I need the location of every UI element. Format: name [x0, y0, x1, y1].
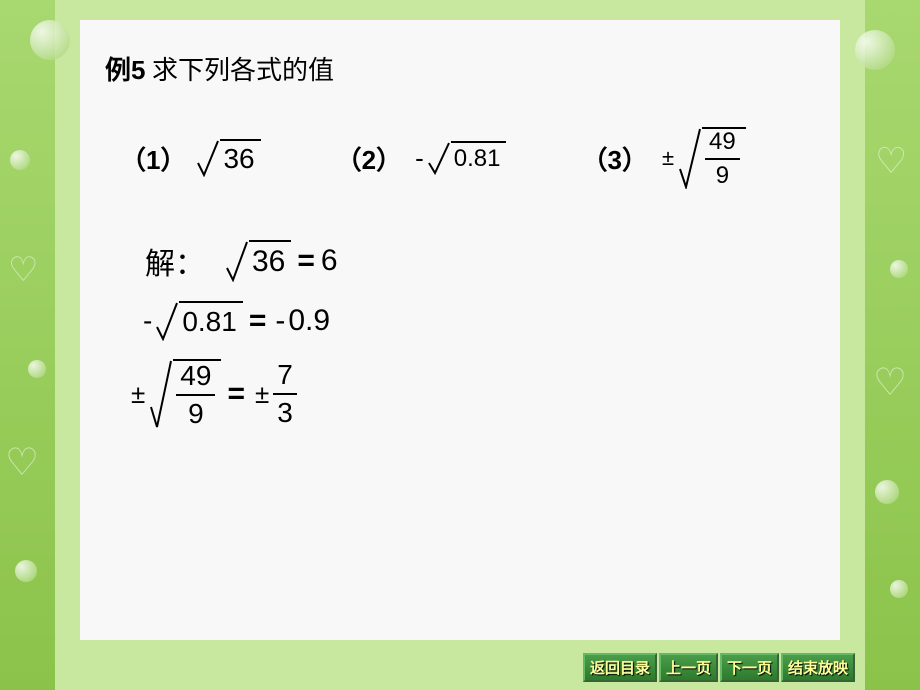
minus-sign: -	[143, 305, 152, 337]
plusminus-sign: ±	[662, 145, 674, 171]
frac-numerator: 49	[176, 360, 215, 392]
bubble-deco	[855, 30, 895, 70]
frac-numerator: 49	[705, 128, 740, 156]
solutions-block: 解： 36 = 6 - 0.81 =	[145, 239, 820, 429]
frac-bar	[705, 158, 740, 160]
frac-bar	[176, 394, 215, 396]
result-value: 0.9	[288, 304, 330, 338]
frac-denominator: 3	[273, 397, 297, 429]
return-toc-button[interactable]: 返回目录	[583, 653, 657, 682]
problem-2: （2） - 0.81	[336, 140, 507, 177]
solution-label: 解：	[145, 239, 205, 283]
heart-deco: ♡	[8, 250, 38, 290]
sqrt-icon	[225, 240, 249, 282]
frac-bar	[273, 393, 297, 395]
problem-number: （3）	[581, 140, 647, 177]
radicand: 36	[220, 139, 260, 177]
border-left: ♡ ♡	[0, 0, 55, 690]
bubble-deco	[875, 480, 899, 504]
plusminus-sign: ±	[131, 379, 145, 410]
heart-deco: ♡	[5, 440, 39, 485]
equals-sign: =	[249, 304, 267, 338]
content-area: 例5 求下列各式的值 （1） 36 （2） -	[80, 20, 840, 640]
radicand: 0.81	[179, 301, 243, 341]
border-right: ♡ ♡	[865, 0, 920, 690]
heart-deco: ♡	[873, 360, 907, 405]
equals-sign: =	[227, 377, 245, 411]
problem-number: （1）	[120, 140, 186, 177]
problems-row: （1） 36 （2） - 0.81 （3	[120, 127, 820, 189]
frac-denominator: 9	[712, 162, 733, 190]
sqrt-icon	[155, 301, 179, 341]
equals-sign: =	[297, 244, 315, 278]
solution-line-1: 解： 36 = 6	[145, 239, 820, 283]
problem-1: （1） 36	[120, 139, 261, 177]
fraction: 7 3	[273, 359, 297, 429]
bubble-deco	[30, 20, 70, 60]
minus-sign: -	[275, 304, 285, 338]
fraction: 49 9	[705, 128, 740, 190]
bubble-deco	[10, 150, 30, 170]
frac-denominator: 9	[184, 398, 208, 430]
prev-page-button[interactable]: 上一页	[659, 653, 718, 682]
example-number: 例5	[105, 55, 145, 85]
bubble-deco	[28, 360, 46, 378]
solution-line-3: ± 49 9 = ± 7	[127, 359, 820, 429]
sqrt-icon	[196, 139, 220, 177]
sqrt-icon	[149, 359, 173, 429]
problem-3: （3） ± 49 9	[581, 127, 745, 189]
next-page-button[interactable]: 下一页	[720, 653, 779, 682]
nav-bar: 返回目录 上一页 下一页 结束放映	[583, 653, 855, 682]
example-title: 例5 求下列各式的值	[105, 50, 820, 87]
minus-sign: -	[415, 143, 424, 174]
slide-background: ♡ ♡ ♡ ♡ 例5 求下列各式的值 （1） 36	[0, 0, 920, 690]
plusminus-sign: ±	[255, 379, 269, 410]
heart-deco: ♡	[875, 140, 907, 182]
problem-number: （2）	[336, 140, 402, 177]
fraction: 49 9	[176, 360, 215, 430]
sqrt-icon	[427, 141, 451, 175]
frac-numerator: 7	[273, 359, 297, 391]
result-value: 6	[321, 244, 338, 278]
radicand: 0.81	[451, 141, 507, 175]
bubble-deco	[15, 560, 37, 582]
solution-line-2: - 0.81 = - 0.9	[140, 301, 820, 341]
end-show-button[interactable]: 结束放映	[781, 653, 855, 682]
sqrt-icon	[678, 127, 702, 189]
example-text: 求下列各式的值	[152, 56, 334, 85]
bubble-deco	[890, 580, 908, 598]
bubble-deco	[890, 260, 908, 278]
radicand: 36	[249, 240, 291, 282]
